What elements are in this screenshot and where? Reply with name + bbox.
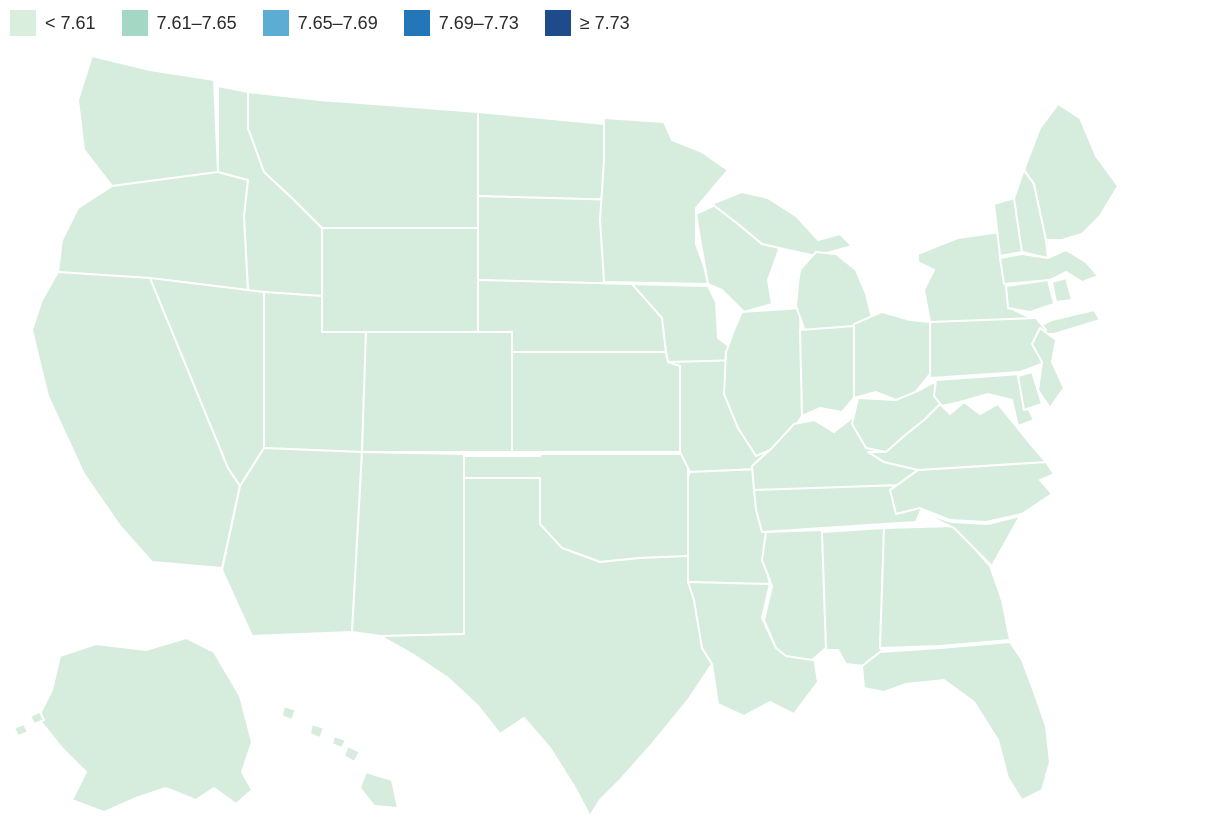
state-texas[interactable] [379, 477, 713, 817]
legend-item-1: 7.61–7.65 [121, 10, 237, 36]
legend-label-4: ≥ 7.73 [579, 12, 630, 33]
legend-label-1: 7.61–7.65 [156, 12, 237, 33]
state-colorado[interactable] [361, 331, 513, 453]
legend-item-4: ≥ 7.73 [544, 10, 630, 36]
state-wyoming[interactable] [321, 227, 479, 333]
state-alabama[interactable] [821, 527, 887, 669]
state-massachusetts[interactable] [999, 249, 1099, 285]
legend-item-2: 7.65–7.69 [262, 10, 378, 36]
state-washington[interactable] [77, 55, 219, 187]
state-michigan[interactable] [711, 191, 873, 335]
legend-swatch-4 [544, 10, 571, 36]
state-kansas[interactable] [511, 351, 681, 453]
state-delaware[interactable] [1017, 371, 1043, 411]
legend-item-0: < 7.61 [10, 10, 96, 36]
state-indiana[interactable] [799, 325, 855, 417]
state-hawaii[interactable] [281, 705, 399, 809]
map-legend: < 7.61 7.61–7.65 7.65–7.69 7.69–7.73 ≥ 7… [10, 10, 630, 36]
legend-label-2: 7.65–7.69 [297, 12, 378, 33]
state-maine[interactable] [1023, 103, 1119, 241]
state-oregon[interactable] [57, 171, 249, 291]
legend-swatch-0 [10, 10, 36, 36]
state-ohio[interactable] [853, 311, 931, 401]
state-alaska[interactable] [13, 637, 253, 813]
state-minnesota[interactable] [599, 117, 729, 285]
state-north-carolina[interactable] [889, 461, 1055, 523]
state-new-jersey[interactable] [1031, 327, 1065, 409]
legend-swatch-2 [262, 10, 289, 36]
state-new-mexico[interactable] [351, 451, 465, 637]
state-connecticut[interactable] [1005, 279, 1055, 313]
state-florida[interactable] [861, 641, 1051, 801]
legend-swatch-3 [403, 10, 430, 36]
state-pennsylvania[interactable] [929, 317, 1047, 379]
legend-item-3: 7.69–7.73 [403, 10, 519, 36]
state-west-virginia[interactable] [851, 381, 941, 453]
state-rhode-island[interactable] [1051, 277, 1073, 303]
legend-swatch-1 [121, 10, 148, 36]
legend-label-3: 7.69–7.73 [438, 12, 519, 33]
legend-label-0: < 7.61 [45, 12, 96, 33]
state-south-carolina[interactable] [919, 511, 1021, 567]
